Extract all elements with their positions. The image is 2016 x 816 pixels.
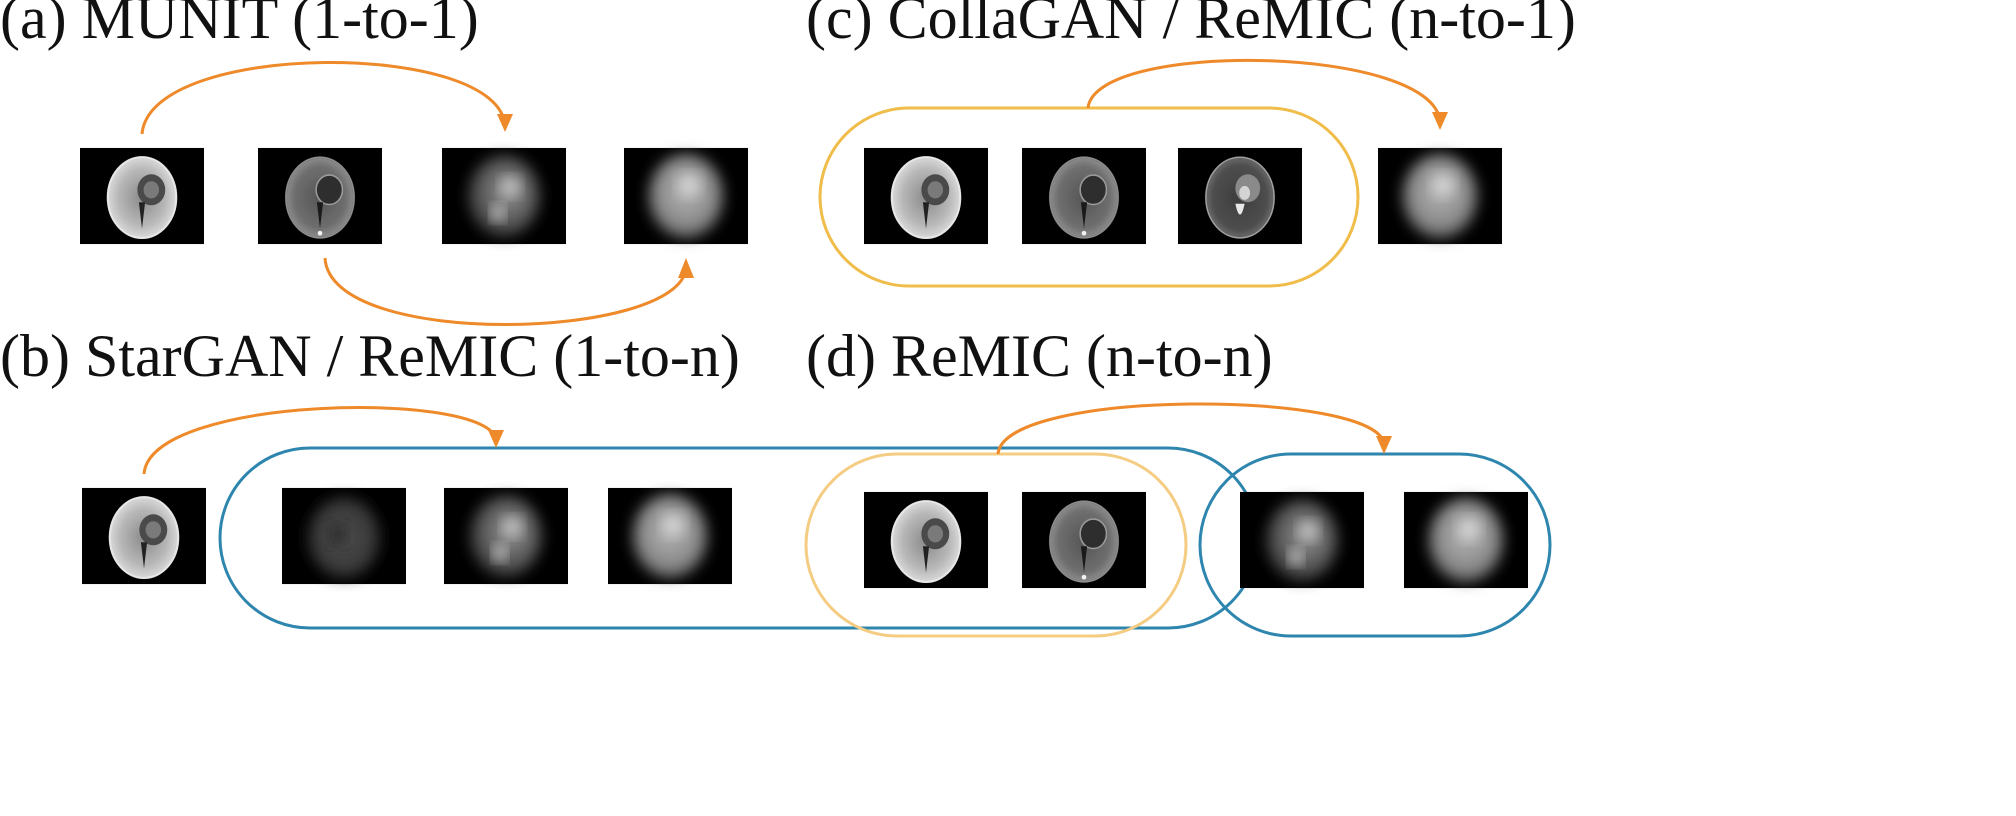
panel-c-source-t1ce-image [1022, 148, 1146, 244]
panel-a-upper-arrowhead [497, 114, 513, 132]
panel-a-output-flair-image [624, 148, 748, 244]
panel-c: (c) CollaGAN / ReMIC (n-to-1) [806, 0, 1576, 288]
panel-d-title: (d) ReMIC (n-to-n) [806, 323, 1273, 389]
panel-c-source-t1-image [864, 148, 988, 244]
panel-a-title: (a) MUNIT (1-to-1) [0, 0, 479, 51]
panel-a-lower-arrowhead [678, 258, 694, 278]
panel-a-upper-arrow [140, 61, 507, 135]
panel-b: (b) StarGAN / ReMIC (1-to-n) [0, 323, 1260, 630]
panel-d: (d) ReMIC (n-to-n) [804, 323, 1552, 638]
panel-b-arrowhead [488, 430, 504, 448]
panel-b-output-t1ce-image [282, 488, 406, 584]
panel-d-arrowhead [1376, 436, 1392, 454]
panel-b-title: (b) StarGAN / ReMIC (1-to-n) [0, 323, 740, 389]
panel-d-output-flair-image [1404, 492, 1528, 588]
panel-b-source-t1-image [82, 488, 206, 584]
panel-d-target-group-outline [1198, 452, 1552, 638]
panel-d-source-t1-image [864, 492, 988, 588]
panel-c-title: (c) CollaGAN / ReMIC (n-to-1) [806, 0, 1576, 51]
panel-b-arrow [142, 406, 498, 475]
panel-d-source-group-outline [804, 452, 1188, 638]
panel-d-source-t1ce-image [1022, 492, 1146, 588]
panel-b-output-flair-image [608, 488, 732, 584]
panel-b-output-t2-image [444, 488, 568, 584]
panel-c-arrowhead [1432, 112, 1448, 130]
panel-c-source-t2-image [1178, 148, 1302, 244]
panel-a-source-t1ce-image [258, 148, 382, 244]
panel-d-output-t2-image [1240, 492, 1364, 588]
panel-a-output-t2-image [442, 148, 566, 244]
panel-c-output-flair-image [1378, 148, 1502, 244]
panel-a: (a) MUNIT (1-to-1) [0, 0, 748, 326]
panel-a-source-t1-image [80, 148, 204, 244]
panel-d-arrow [996, 402, 1386, 455]
panel-a-lower-arrow [323, 257, 688, 326]
panel-c-arrow [1086, 58, 1442, 123]
